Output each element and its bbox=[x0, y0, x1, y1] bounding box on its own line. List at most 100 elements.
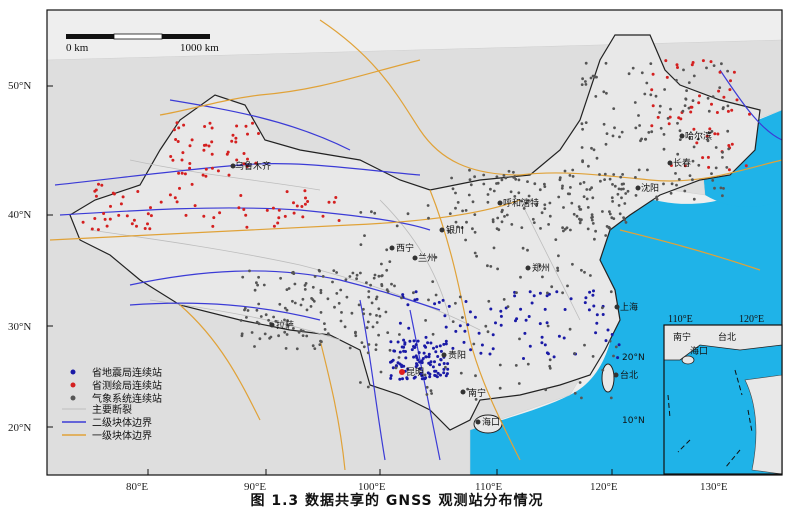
station-dot bbox=[548, 366, 552, 370]
station-dot bbox=[396, 340, 400, 344]
station-dot bbox=[255, 308, 259, 312]
station-dot bbox=[94, 194, 98, 198]
station-dot bbox=[394, 366, 398, 370]
city-label: 上海 bbox=[620, 301, 638, 313]
station-dot bbox=[659, 126, 663, 130]
station-dot bbox=[286, 319, 289, 322]
station-dot bbox=[590, 218, 594, 222]
station-dot bbox=[514, 177, 518, 181]
station-dot bbox=[433, 360, 436, 364]
station-dot bbox=[580, 396, 583, 400]
station-dot bbox=[284, 347, 288, 350]
sea-lat-label: 20°N bbox=[622, 353, 645, 363]
station-dot bbox=[427, 216, 430, 220]
station-dot bbox=[374, 348, 378, 351]
station-dot bbox=[681, 109, 685, 113]
station-dot bbox=[444, 325, 448, 329]
station-dot bbox=[295, 204, 299, 208]
station-dot bbox=[292, 327, 295, 330]
station-dot bbox=[239, 319, 243, 322]
station-dot bbox=[439, 358, 443, 361]
station-dot bbox=[634, 126, 638, 130]
station-dot bbox=[482, 173, 486, 177]
station-dot bbox=[521, 246, 525, 250]
station-dot bbox=[496, 181, 500, 185]
station-dot bbox=[662, 182, 665, 186]
station-dot bbox=[414, 290, 418, 294]
station-dot bbox=[188, 162, 192, 165]
station-dot bbox=[620, 196, 623, 200]
station-dot bbox=[594, 331, 598, 335]
station-dot bbox=[398, 350, 402, 354]
station-dot bbox=[434, 255, 438, 259]
station-dot bbox=[697, 163, 701, 167]
station-dot bbox=[626, 189, 630, 193]
station-dot bbox=[580, 146, 584, 149]
station-dot bbox=[707, 131, 711, 135]
station-dot bbox=[540, 341, 544, 345]
station-dot bbox=[491, 347, 495, 351]
station-dot bbox=[258, 337, 262, 341]
station-dot bbox=[257, 275, 260, 279]
station-dot bbox=[149, 206, 152, 210]
station-dot bbox=[256, 283, 259, 287]
station-dot bbox=[568, 192, 571, 196]
station-dot bbox=[569, 228, 572, 232]
station-dot bbox=[433, 369, 437, 373]
station-dot bbox=[682, 68, 685, 72]
station-dot bbox=[416, 339, 420, 343]
station-dot bbox=[688, 174, 692, 178]
station-dot bbox=[584, 83, 588, 86]
station-dot bbox=[321, 275, 325, 278]
station-dot bbox=[366, 351, 370, 355]
station-dot bbox=[202, 148, 206, 152]
station-dot bbox=[548, 358, 552, 362]
station-dot bbox=[500, 210, 504, 214]
station-dot bbox=[545, 294, 549, 298]
station-dot bbox=[108, 217, 112, 221]
station-dot bbox=[242, 152, 246, 155]
station-dot bbox=[444, 339, 448, 343]
station-dot bbox=[744, 164, 748, 168]
station-dot bbox=[620, 130, 624, 134]
station-dot bbox=[367, 295, 371, 299]
station-dot bbox=[584, 121, 588, 124]
station-dot bbox=[447, 304, 451, 308]
station-dot bbox=[373, 273, 377, 277]
station-dot bbox=[454, 191, 457, 195]
station-dot bbox=[603, 172, 607, 176]
station-dot bbox=[401, 293, 405, 297]
station-dot bbox=[474, 374, 477, 378]
station-dot bbox=[646, 168, 649, 172]
station-dot bbox=[499, 314, 503, 318]
lon-label: 100°E bbox=[358, 481, 386, 493]
station-dot bbox=[418, 360, 422, 364]
station-dot bbox=[303, 202, 307, 206]
city-label: 昆明 bbox=[406, 367, 424, 378]
station-dot bbox=[255, 320, 259, 324]
station-dot bbox=[645, 81, 649, 85]
station-dot bbox=[473, 230, 477, 234]
station-dot bbox=[619, 175, 623, 179]
station-dot bbox=[650, 124, 654, 128]
station-dot bbox=[420, 377, 424, 381]
station-dot bbox=[592, 148, 596, 152]
station-dot bbox=[171, 158, 175, 162]
station-dot bbox=[590, 186, 593, 190]
station-dot bbox=[428, 363, 432, 367]
city-labels: 乌鲁木齐 呼和浩特 银川 西宁 兰州 拉萨 贵阳 昆明 南宁 海口 台北 上海 … bbox=[230, 130, 712, 428]
station-dot bbox=[718, 86, 722, 89]
station-dot bbox=[276, 221, 280, 225]
station-dot bbox=[592, 289, 595, 293]
station-dot bbox=[545, 321, 549, 325]
station-dot bbox=[675, 78, 678, 82]
station-dot bbox=[431, 365, 435, 369]
station-dot bbox=[622, 187, 625, 191]
station-dot bbox=[267, 318, 270, 322]
station-dot bbox=[523, 331, 527, 335]
station-dot bbox=[283, 318, 286, 322]
station-dot bbox=[442, 367, 446, 371]
station-dot bbox=[676, 152, 680, 156]
station-dot bbox=[377, 333, 380, 337]
station-dot bbox=[510, 223, 514, 226]
